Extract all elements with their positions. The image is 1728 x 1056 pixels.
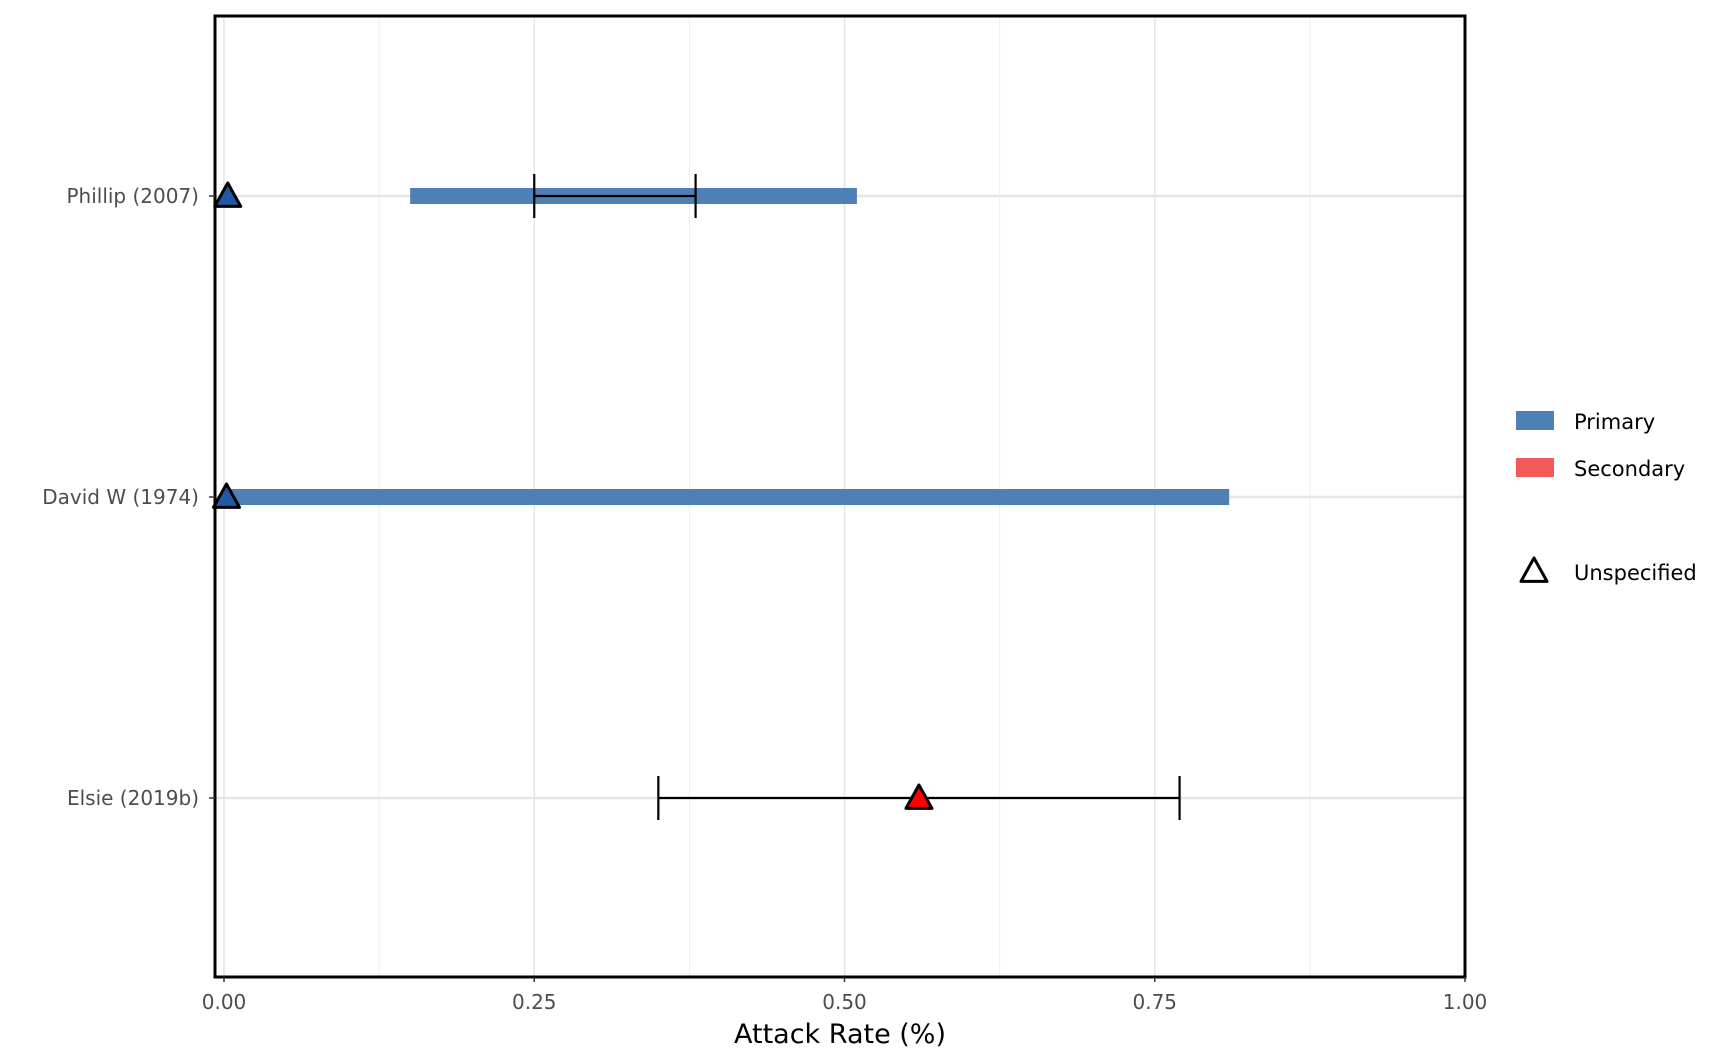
x-axis-title: Attack Rate (%)	[734, 1019, 946, 1050]
legend-key-primary	[1516, 411, 1554, 430]
x-tick-label: 1.00	[1443, 990, 1488, 1014]
triangle-point	[213, 181, 243, 208]
x-tick-label: 0.50	[822, 990, 867, 1014]
data-points	[211, 181, 934, 810]
triangle-point	[211, 482, 241, 509]
y-tick-label: Phillip (2007)	[66, 184, 199, 208]
triangle-point	[904, 783, 934, 810]
x-tick-label: 0.25	[512, 990, 557, 1014]
legend-key-secondary	[1516, 458, 1554, 477]
range-bars	[224, 188, 1230, 505]
legend: Primary Secondary Unspecified	[1516, 410, 1697, 585]
legend-key-triangle	[1519, 556, 1549, 583]
x-tick-label: 0.75	[1132, 990, 1177, 1014]
x-axis-ticks: 0.00 0.25 0.50 0.75 1.00	[202, 977, 1488, 1014]
y-axis-ticks: Phillip (2007) David W (1974) Elsie (2019b…	[42, 184, 215, 810]
y-tick-label: Elsie (2019b)	[67, 786, 199, 810]
legend-label-secondary: Secondary	[1574, 457, 1685, 481]
range-bar	[224, 489, 1230, 505]
legend-label-primary: Primary	[1574, 410, 1655, 434]
y-tick-label: David W (1974)	[42, 485, 199, 509]
legend-label-unspecified: Unspecified	[1574, 561, 1697, 585]
x-tick-label: 0.00	[202, 990, 247, 1014]
